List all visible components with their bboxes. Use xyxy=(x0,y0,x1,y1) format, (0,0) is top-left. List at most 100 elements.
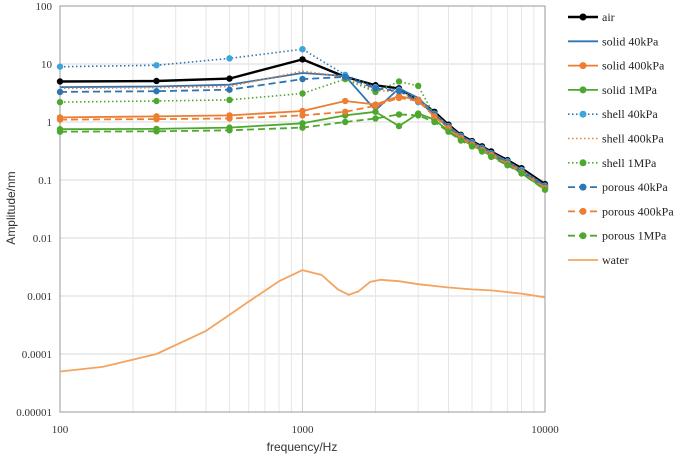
y-tick-label: 1 xyxy=(47,117,53,129)
legend-marker xyxy=(579,86,587,94)
legend-marker xyxy=(579,13,587,21)
point-porous-400kpa xyxy=(226,115,233,122)
legend-label: solid 1MPa xyxy=(602,83,658,97)
point-solid-400kpa xyxy=(342,97,349,105)
point-shell-1mpa xyxy=(56,98,64,106)
point-porous-400kpa xyxy=(153,115,160,123)
legend-item-shell-40kpa: shell 40kPa xyxy=(568,107,658,121)
legend-label: shell 400kPa xyxy=(602,132,664,146)
y-tick-label: 10 xyxy=(41,59,53,71)
legend-marker xyxy=(579,62,587,70)
y-tick-label: 0.0001 xyxy=(22,349,52,361)
point-shell-40kpa xyxy=(153,62,160,69)
gridlines xyxy=(59,5,546,413)
point-porous-400kpa xyxy=(56,116,64,123)
point-shell-1mpa xyxy=(395,78,403,85)
point-porous-1mpa xyxy=(372,115,379,122)
point-porous-400kpa xyxy=(372,102,379,110)
point-porous-1mpa xyxy=(431,118,438,126)
point-porous-1mpa xyxy=(445,128,452,135)
y-axis-label: Amplitude/nm xyxy=(4,171,18,244)
legend-marker xyxy=(579,159,587,167)
point-porous-1mpa xyxy=(342,118,349,126)
point-porous-1mpa xyxy=(457,137,465,144)
legend-label: solid 40kPa xyxy=(602,34,659,48)
y-tick-label: 0.1 xyxy=(38,175,52,187)
legend-label: shell 40kPa xyxy=(602,107,658,121)
point-shell-1mpa xyxy=(299,90,306,97)
point-porous-1mpa xyxy=(153,128,160,135)
point-porous-1mpa xyxy=(488,153,495,161)
point-porous-1mpa xyxy=(299,124,306,131)
legend-item-shell-1mpa: shell 1MPa xyxy=(568,156,657,170)
point-porous-400kpa xyxy=(299,112,306,119)
point-air xyxy=(299,56,306,63)
legend-item-shell-400kpa: shell 400kPa xyxy=(568,132,664,146)
legend-label: water xyxy=(602,253,629,267)
point-air xyxy=(226,75,233,82)
point-shell-40kpa xyxy=(56,63,64,70)
x-tick-labels: 100 1000 10000 xyxy=(52,424,560,436)
point-porous-40kpa xyxy=(299,75,306,83)
point-porous-400kpa xyxy=(342,108,349,115)
point-air xyxy=(56,78,64,85)
point-porous-400kpa xyxy=(395,94,403,102)
point-solid-400kpa xyxy=(299,107,306,115)
y-tick-label: 100 xyxy=(36,1,53,13)
point-porous-1mpa xyxy=(468,143,476,150)
x-tick-label: 10000 xyxy=(531,424,559,436)
point-porous-1mpa xyxy=(56,128,64,135)
y-tick-label: 0.001 xyxy=(27,291,52,303)
point-porous-40kpa xyxy=(226,86,233,93)
legend-marker xyxy=(579,207,587,215)
series-porous-1mpa xyxy=(56,111,549,193)
point-shell-40kpa xyxy=(226,55,233,62)
x-axis-label: frequency/Hz xyxy=(267,440,338,454)
legend-item-solid-400kpa: solid 400kPa xyxy=(568,59,665,73)
legend-item-porous-40kpa: porous 40kPa xyxy=(568,180,668,194)
x-tick-label: 100 xyxy=(52,424,69,436)
point-porous-40kpa xyxy=(342,73,349,81)
legend-marker xyxy=(579,183,587,191)
point-porous-40kpa xyxy=(153,87,160,95)
point-porous-1mpa xyxy=(415,112,422,119)
point-porous-400kpa xyxy=(415,97,422,105)
legend-item-air: air xyxy=(568,10,615,24)
y-tick-labels: 100 10 1 0.1 0.01 0.001 0.0001 0.00001 xyxy=(16,1,52,419)
legend-label: porous 1MPa xyxy=(602,229,667,243)
legend-item-solid-40kpa: solid 40kPa xyxy=(568,34,659,48)
point-shell-1mpa xyxy=(153,97,160,105)
point-solid-1mpa xyxy=(372,108,379,115)
point-porous-1mpa xyxy=(395,111,403,118)
legend-item-solid-1mpa: solid 1MPa xyxy=(568,83,658,97)
point-porous-1mpa xyxy=(541,186,549,193)
point-air xyxy=(153,77,160,85)
series-water xyxy=(59,269,546,373)
line-water xyxy=(59,269,546,373)
legend-label: porous 400kPa xyxy=(602,204,674,218)
legend-label: solid 400kPa xyxy=(602,59,665,73)
point-porous-1mpa xyxy=(518,170,525,177)
legend-label: shell 1MPa xyxy=(602,156,657,170)
point-shell-40kpa xyxy=(299,45,306,53)
line-porous-400kpa xyxy=(59,97,546,189)
legend: air solid 40kPa solid 400kPa solid 1MPa shel… xyxy=(568,10,674,267)
legend-item-porous-1mpa: porous 1MPa xyxy=(568,229,667,243)
point-shell-1mpa xyxy=(415,82,422,90)
legend-marker xyxy=(579,110,587,118)
point-porous-40kpa xyxy=(56,88,64,96)
plot-frame xyxy=(59,5,546,413)
point-porous-1mpa xyxy=(504,161,511,169)
legend-item-water: water xyxy=(568,253,629,267)
legend-label: porous 40kPa xyxy=(602,180,668,194)
y-tick-label: 0.01 xyxy=(33,233,52,245)
point-porous-1mpa xyxy=(478,148,486,155)
series-lines xyxy=(56,45,549,373)
y-tick-label: 0.00001 xyxy=(16,407,52,419)
legend-label: air xyxy=(602,10,615,24)
point-porous-400kpa xyxy=(431,113,438,120)
legend-item-porous-400kpa: porous 400kPa xyxy=(568,204,674,218)
x-tick-label: 1000 xyxy=(292,424,315,436)
